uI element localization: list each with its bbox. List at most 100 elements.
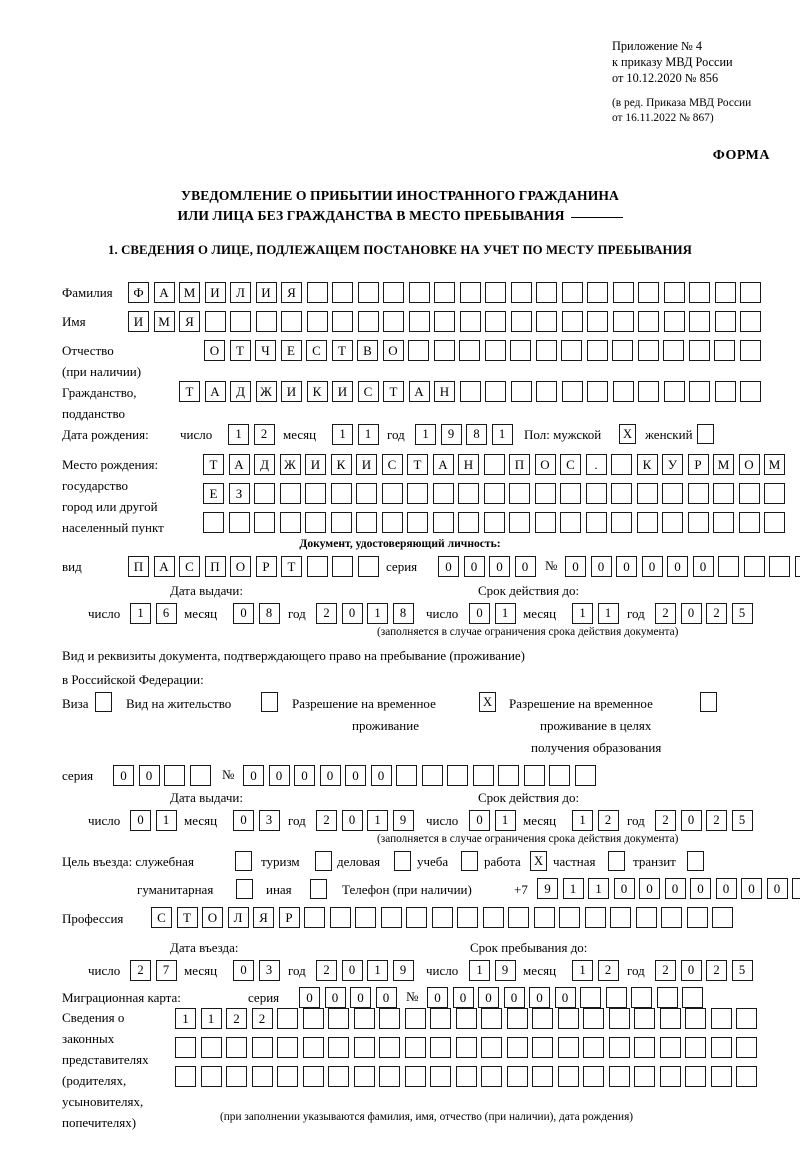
digit-box[interactable]: 2 [706,810,727,831]
char-box[interactable]: 0 [715,878,737,899]
digit-box[interactable]: 1 [130,603,151,624]
char-box[interactable] [764,483,785,504]
char-box[interactable] [332,556,353,577]
char-box[interactable] [277,1066,298,1087]
char-box[interactable] [634,1037,655,1058]
char-box[interactable] [432,512,454,533]
char-box[interactable]: . [585,454,607,475]
char-box[interactable] [740,282,761,303]
char-box[interactable]: К [306,381,328,402]
char-box[interactable] [659,1066,681,1087]
digit-box[interactable]: 5 [731,960,753,981]
char-box[interactable]: 0 [667,556,688,577]
char-box[interactable] [506,1008,528,1029]
char-box[interactable]: С [357,381,379,402]
char-box[interactable]: Н [434,381,455,402]
char-box[interactable] [404,1008,426,1029]
char-box[interactable] [459,311,481,332]
char-box[interactable] [736,1008,757,1029]
char-box[interactable]: Т [179,381,200,402]
char-box[interactable] [447,765,468,786]
char-box[interactable] [332,282,353,303]
char-box[interactable]: С [306,340,327,361]
char-box[interactable]: И [204,282,226,303]
char-box[interactable] [200,1066,222,1087]
char-box[interactable] [281,311,302,332]
char-box[interactable] [484,340,506,361]
char-box[interactable] [659,1008,681,1029]
char-box[interactable] [587,381,608,402]
char-box[interactable]: 0 [438,556,459,577]
char-box[interactable] [663,311,685,332]
char-box[interactable] [611,483,632,504]
char-box[interactable] [498,765,519,786]
char-box[interactable] [164,765,185,786]
char-box[interactable] [714,282,736,303]
digit-box[interactable]: 0 [341,810,363,831]
char-box[interactable] [686,907,708,928]
char-box[interactable] [458,483,479,504]
char-box[interactable] [357,282,379,303]
char-box[interactable] [636,512,658,533]
digit-box[interactable]: 1 [494,810,516,831]
char-box[interactable] [532,1037,553,1058]
char-box[interactable] [455,1008,477,1029]
char-box[interactable] [459,340,480,361]
char-box[interactable] [612,282,634,303]
char-box[interactable] [549,765,570,786]
char-box[interactable] [254,483,275,504]
char-box[interactable] [713,483,734,504]
char-box[interactable] [304,907,325,928]
char-box[interactable] [306,556,328,577]
char-box[interactable]: Ч [255,340,276,361]
char-box[interactable]: П [509,454,530,475]
char-box[interactable]: В [357,340,378,361]
char-box[interactable] [379,1037,400,1058]
digit-box[interactable]: 0 [680,603,702,624]
char-box[interactable] [713,512,734,533]
char-box[interactable]: С [560,454,581,475]
char-box[interactable] [659,1037,681,1058]
char-box[interactable] [408,282,430,303]
digit-box[interactable]: 0 [469,810,490,831]
char-box[interactable] [718,556,739,577]
char-box[interactable] [557,1008,579,1029]
char-box[interactable] [560,512,581,533]
char-box[interactable] [406,907,427,928]
char-box[interactable]: 1 [175,1008,196,1029]
digit-box[interactable]: 0 [341,603,363,624]
char-box[interactable] [226,1037,247,1058]
char-box[interactable] [685,1066,706,1087]
char-box[interactable] [561,340,582,361]
temp-edu-checkbox[interactable] [700,692,717,712]
char-box[interactable]: 0 [138,765,160,786]
char-box[interactable] [689,381,710,402]
char-box[interactable] [251,1037,273,1058]
char-box[interactable] [685,1037,706,1058]
char-box[interactable] [682,987,703,1008]
char-box[interactable]: К [636,454,658,475]
char-box[interactable]: И [255,282,277,303]
char-box[interactable] [506,1066,528,1087]
digit-box[interactable]: 5 [731,603,753,624]
char-box[interactable] [457,907,478,928]
char-box[interactable] [740,311,761,332]
char-box[interactable] [510,282,532,303]
char-box[interactable] [661,907,682,928]
char-box[interactable] [356,483,377,504]
purpose-private-checkbox[interactable] [608,851,625,871]
char-box[interactable]: О [534,454,556,475]
char-box[interactable] [509,483,530,504]
digit-box[interactable]: 1 [572,960,593,981]
char-box[interactable]: А [153,282,175,303]
char-box[interactable]: 0 [664,878,686,899]
digit-box[interactable]: 6 [155,603,177,624]
